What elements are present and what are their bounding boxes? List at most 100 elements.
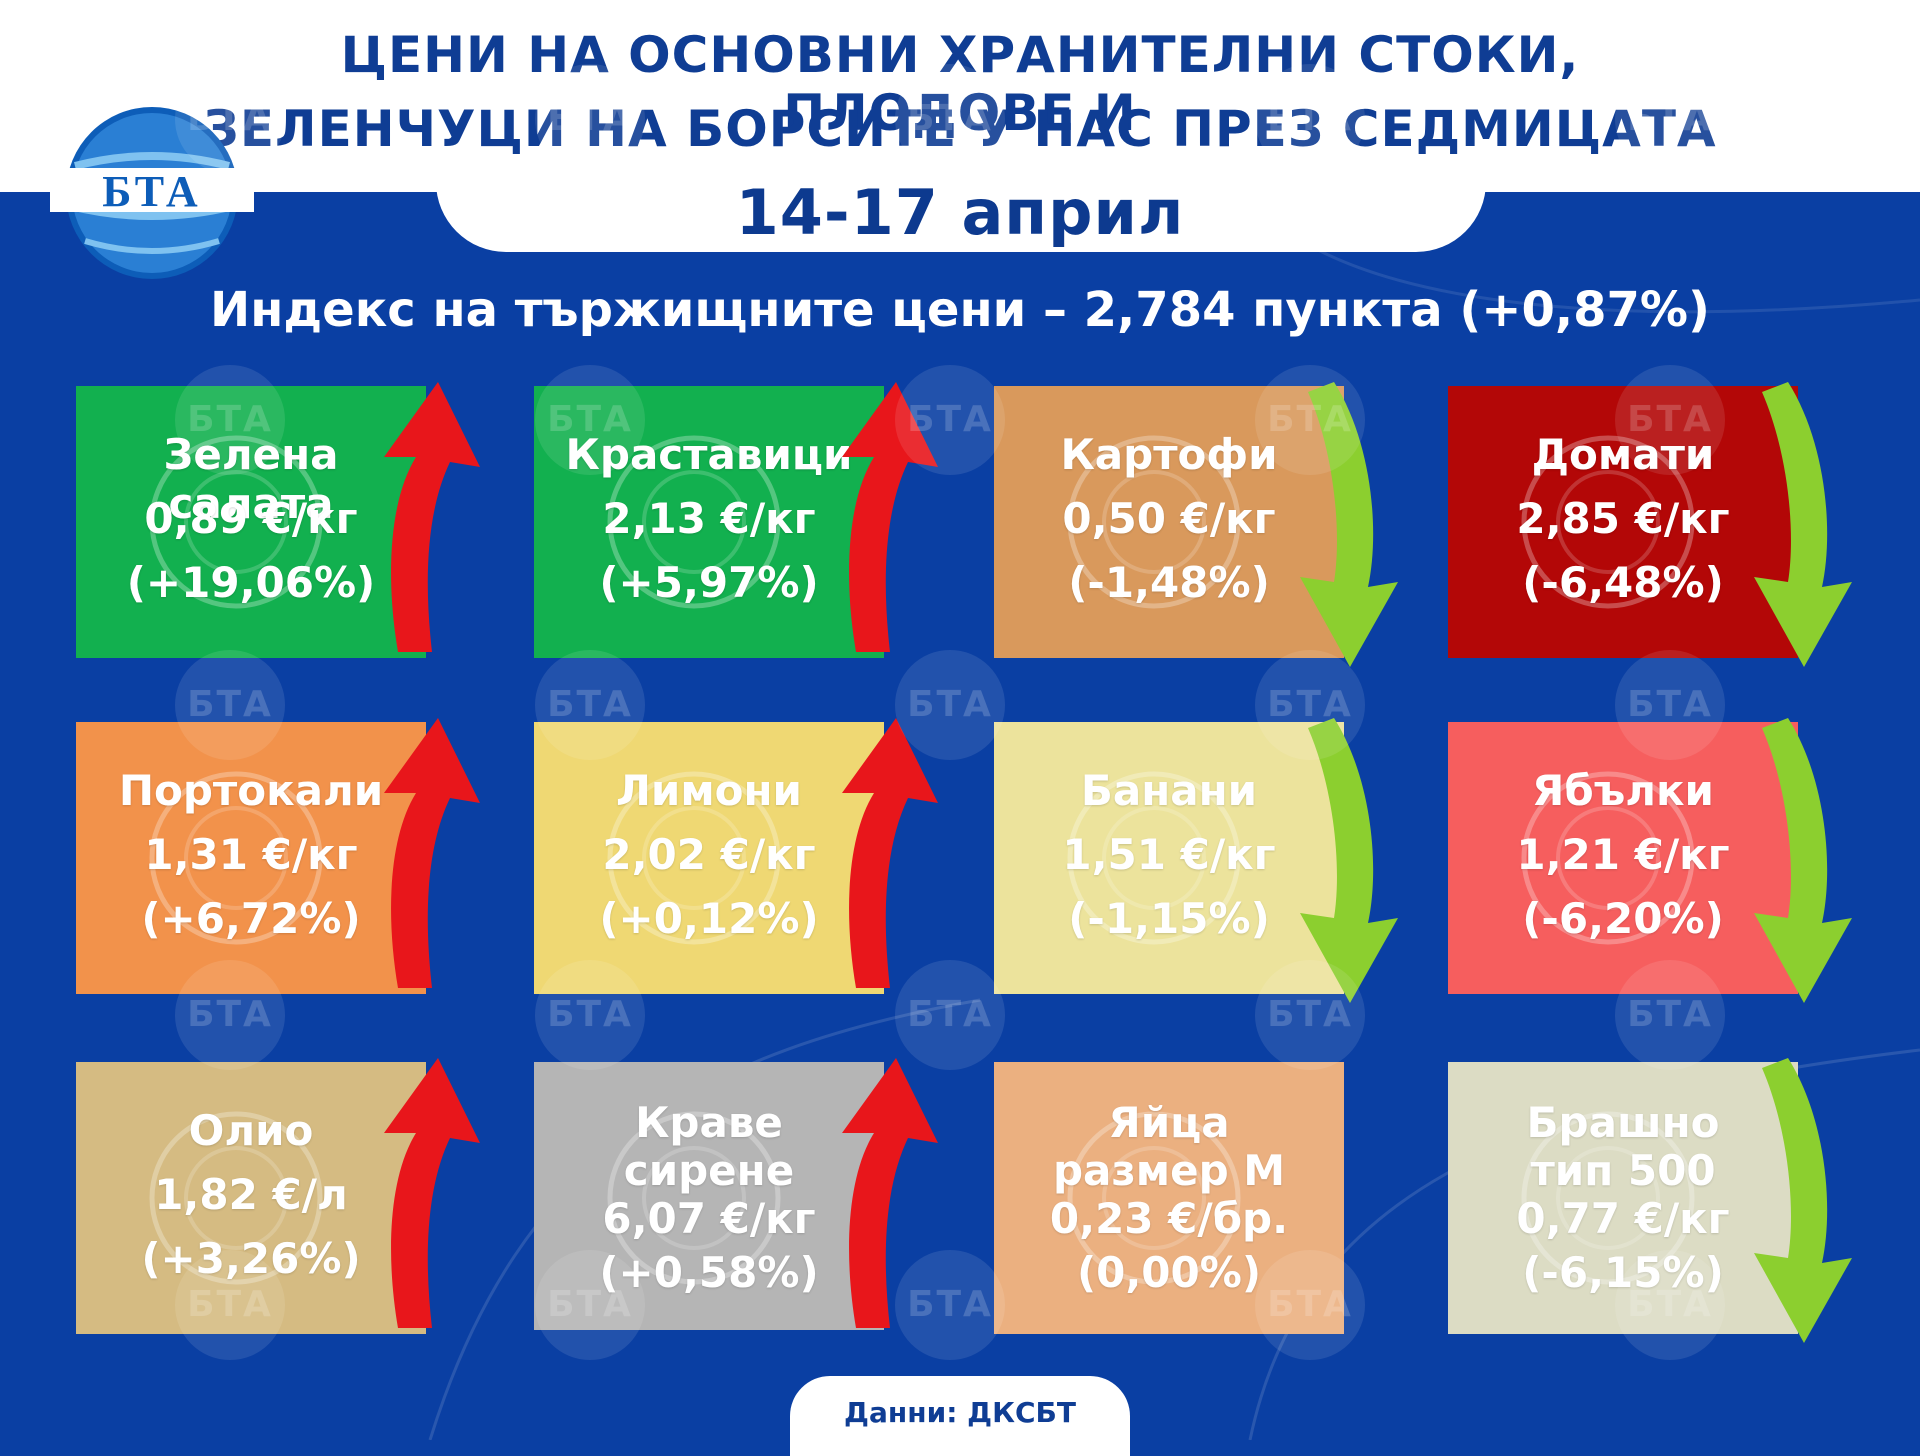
banana-icon: [1067, 771, 1241, 945]
cucumber-icon: [607, 435, 781, 609]
arrow-down-icon: [1754, 382, 1852, 667]
bta-logo: БТА: [50, 107, 254, 279]
title-tab: [436, 150, 1486, 252]
bta-watermark: БТА: [535, 365, 645, 475]
product-name: Олио: [188, 1106, 314, 1155]
price-change: (-1,15%): [1068, 894, 1270, 943]
bta-watermark: БТА: [1615, 365, 1725, 475]
product-price: 1,21 €/кг: [1516, 830, 1730, 879]
bta-watermark-text: БТА: [187, 1284, 273, 1325]
price-change: (+3,26%): [141, 1234, 361, 1283]
bta-watermark-text: БТА: [1627, 399, 1713, 440]
bta-watermark: БТА: [175, 960, 285, 1070]
bta-watermark-text: БТА: [907, 98, 993, 139]
price-change: (-1,48%): [1068, 558, 1270, 607]
price-card: Картофи 0,50 €/кг (-1,48%): [994, 386, 1344, 658]
flour-sack-icon: [1521, 1111, 1695, 1285]
title-line-1: ЦЕНИ НА ОСНОВНИ ХРАНИТЕЛНИ СТОКИ, ПЛОДОВ…: [340, 26, 1580, 142]
bta-watermark-text: БТА: [187, 684, 273, 725]
bta-watermark-text: БТА: [547, 994, 633, 1035]
arrow-up-icon: [384, 382, 480, 652]
price-change: (+19,06%): [126, 558, 376, 607]
product-price: 2,02 €/кг: [602, 830, 816, 879]
bta-watermark-text: БТА: [547, 399, 633, 440]
bta-watermark-text: БТА: [1267, 1284, 1353, 1325]
price-card: Лимони 2,02 €/кг (+0,12%): [534, 722, 884, 994]
price-change: (-6,15%): [1522, 1248, 1724, 1297]
tomato-icon: [1521, 435, 1695, 609]
apple-icon: [1521, 771, 1695, 945]
price-card: Банани 1,51 €/кг (-1,15%): [994, 722, 1344, 994]
product-name: тип 500: [1530, 1146, 1716, 1195]
bta-watermark-text: БТА: [1627, 994, 1713, 1035]
title-line-2: ЗЕЛЕНЧУЦИ НА БОРСИТЕ У НАС ПРЕЗ СЕДМИЦАТ…: [203, 100, 1717, 158]
bta-watermark-text: БТА: [187, 994, 273, 1035]
product-price: 0,50 €/кг: [1062, 494, 1276, 543]
product-name: Яйца: [1108, 1098, 1230, 1147]
product-price: 1,82 €/л: [154, 1170, 348, 1219]
bta-watermark: БТА: [1255, 64, 1365, 174]
lemon-icon: [607, 771, 781, 945]
bta-watermark: БТА: [1615, 1250, 1725, 1360]
product-name: Лимони: [616, 766, 802, 815]
product-price: 2,13 €/кг: [602, 494, 816, 543]
price-card: Ябълки 1,21 €/кг (-6,20%): [1448, 722, 1798, 994]
product-price: 6,07 €/кг: [602, 1194, 816, 1243]
title-dates: 14-17 април: [735, 176, 1185, 249]
cheese-icon: [607, 1111, 781, 1285]
bta-watermark-text: БТА: [187, 399, 273, 440]
price-change: (+0,58%): [599, 1248, 819, 1297]
bta-watermark-text: БТА: [907, 684, 993, 725]
price-card: Портокали 1,31 €/кг (+6,72%): [76, 722, 426, 994]
price-change: (+6,72%): [141, 894, 361, 943]
bta-watermark: БТА: [895, 1250, 1005, 1360]
bta-watermark: БТА: [895, 64, 1005, 174]
bta-watermark-text: БТА: [1627, 684, 1713, 725]
bta-watermark-text: БТА: [547, 98, 633, 139]
product-name: Зелена салата: [163, 430, 339, 528]
price-change: (+5,97%): [599, 558, 819, 607]
arrow-up-icon: [842, 382, 938, 652]
arrow-up-icon: [842, 1058, 938, 1328]
bta-watermark-text: БТА: [907, 994, 993, 1035]
bta-watermark-text: БТА: [1267, 399, 1353, 440]
product-name: Домати: [1531, 430, 1715, 479]
product-name: Ябълки: [1532, 766, 1714, 815]
product-price: 0,89 €/кг: [144, 494, 358, 543]
bta-watermark-text: БТА: [187, 98, 273, 139]
bta-watermark: БТА: [175, 365, 285, 475]
product-name: Краве: [635, 1098, 783, 1147]
product-price: 1,51 €/кг: [1062, 830, 1276, 879]
bta-watermark: БТА: [175, 64, 285, 174]
bta-watermark: БТА: [1255, 960, 1365, 1070]
bta-watermark: БТА: [535, 64, 645, 174]
arrow-down-icon: [1754, 1058, 1852, 1343]
price-change: (-6,48%): [1522, 558, 1724, 607]
product-name: размер М: [1052, 1146, 1286, 1195]
bta-watermark: БТА: [175, 1250, 285, 1360]
product-price: 0,77 €/кг: [1516, 1194, 1730, 1243]
market-index: Индекс на тържищните цени – 2,784 пункта…: [210, 282, 1710, 338]
bta-watermark-text: БТА: [547, 1284, 633, 1325]
bta-watermark-text: БТА: [1267, 684, 1353, 725]
product-name: сирене: [623, 1146, 795, 1195]
price-card: Олио 1,82 €/л (+3,26%): [76, 1062, 426, 1334]
bta-watermark-text: БТА: [1267, 98, 1353, 139]
price-card: Зелена салата 0,89 €/кг (+19,06%): [76, 386, 426, 658]
price-card: Краставици 2,13 €/кг (+5,97%): [534, 386, 884, 658]
bta-watermark: БТА: [1615, 650, 1725, 760]
product-price: 0,23 €/бр.: [1049, 1194, 1289, 1243]
bta-watermark-text: БТА: [1267, 994, 1353, 1035]
bta-watermark-text: БТА: [907, 399, 993, 440]
product-price: 2,85 €/кг: [1516, 494, 1730, 543]
bta-watermark: БТА: [895, 650, 1005, 760]
arrow-down-icon: [1754, 718, 1852, 1003]
price-change: (0,00%): [1076, 1248, 1262, 1297]
bta-watermark-text: БТА: [907, 1284, 993, 1325]
bta-watermark: БТА: [1255, 1250, 1365, 1360]
product-price: 1,31 €/кг: [144, 830, 358, 879]
price-card: Домати 2,85 €/кг (-6,48%): [1448, 386, 1798, 658]
bta-watermark: БТА: [1255, 365, 1365, 475]
arrow-up-icon: [842, 718, 938, 988]
bta-watermark-text: БТА: [1627, 98, 1713, 139]
